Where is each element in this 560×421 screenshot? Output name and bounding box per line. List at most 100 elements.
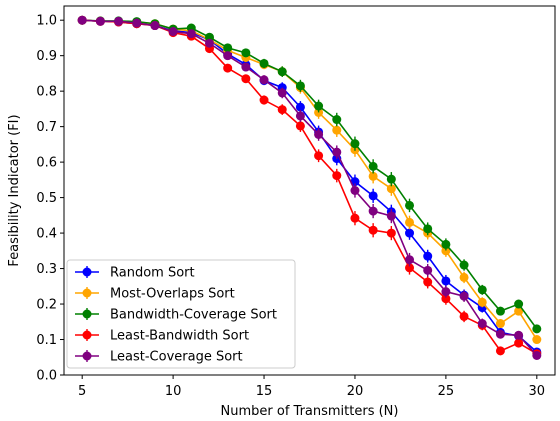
y-tick-label: 0.5 [36, 191, 57, 206]
data-point [532, 324, 542, 334]
data-point [368, 191, 378, 201]
data-point [459, 260, 469, 270]
data-point [168, 27, 178, 37]
data-point [77, 15, 87, 25]
data-point [405, 217, 415, 227]
x-tick-label: 30 [529, 384, 546, 399]
x-tick-label: 15 [256, 384, 273, 399]
data-point [368, 161, 378, 171]
data-point [423, 224, 433, 234]
legend-box [66, 259, 296, 369]
data-point [477, 319, 487, 329]
data-point [514, 338, 524, 348]
legend-item: Bandwidth-Coverage Sort [75, 308, 277, 323]
data-point [368, 206, 378, 216]
legend-marker [82, 330, 92, 340]
y-tick-label: 0.8 [36, 85, 57, 100]
data-point [277, 67, 287, 77]
data-point [405, 263, 415, 273]
data-point [386, 174, 396, 184]
data-point [441, 276, 451, 286]
data-point [223, 51, 233, 61]
y-axis-label: Feasibility Indicator (FI) [7, 114, 22, 266]
data-point [95, 16, 105, 26]
data-point [368, 225, 378, 235]
data-point [350, 177, 360, 187]
x-axis-ticks: 5 10 15 20 25 30 [78, 375, 545, 399]
x-tick-label: 10 [165, 384, 182, 399]
data-point [386, 228, 396, 238]
data-point [495, 319, 505, 329]
legend-label: Least-Bandwidth Sort [110, 329, 249, 344]
data-point [514, 330, 524, 340]
data-point [314, 129, 324, 139]
data-point [241, 62, 251, 72]
legend-label: Random Sort [110, 266, 195, 281]
data-point [532, 350, 542, 360]
data-point [514, 299, 524, 309]
legend-item: Most-Overlaps Sort [75, 287, 235, 302]
data-point [332, 115, 342, 125]
data-point [277, 88, 287, 98]
legend: Random Sort Most-Overlaps Sort Bandwidth-C… [66, 259, 296, 369]
legend-marker [82, 309, 92, 319]
data-point [495, 329, 505, 339]
legend-item: Random Sort [75, 266, 195, 281]
data-point [423, 265, 433, 275]
plot-area [63, 5, 556, 376]
legend-marker [82, 288, 92, 298]
data-point [277, 105, 287, 115]
data-point [386, 211, 396, 221]
y-tick-label: 1.0 [36, 14, 57, 29]
data-point [241, 74, 251, 84]
legend-marker [82, 351, 92, 361]
data-point [441, 246, 451, 256]
data-point [350, 213, 360, 223]
data-point [132, 18, 142, 28]
data-point [223, 43, 233, 53]
data-point [386, 184, 396, 194]
data-point [114, 16, 124, 26]
data-point [295, 81, 305, 91]
legend-label: Least-Coverage Sort [110, 350, 243, 365]
y-axis-ticks: 0.0 0.1 0.2 0.3 0.4 0.5 0.6 0.7 0.8 0.9 1.0 [36, 14, 64, 384]
data-point [332, 125, 342, 135]
data-point [332, 171, 342, 181]
data-point [423, 251, 433, 261]
series-4 [77, 15, 542, 360]
axes-frame [63, 5, 556, 376]
data-point [405, 255, 415, 265]
y-tick-label: 0.2 [36, 298, 57, 313]
data-point [223, 63, 233, 73]
x-tick-label: 5 [78, 384, 86, 399]
data-point [186, 29, 196, 39]
data-point [368, 171, 378, 181]
data-point [477, 285, 487, 295]
legend-label: Bandwidth-Coverage Sort [110, 308, 277, 323]
data-point [259, 75, 269, 85]
y-tick-label: 0.9 [36, 49, 57, 64]
data-point [259, 95, 269, 105]
data-point [441, 287, 451, 297]
y-tick-label: 0.0 [36, 369, 57, 384]
y-tick-label: 0.4 [36, 227, 57, 242]
y-tick-label: 0.7 [36, 120, 57, 135]
data-point [459, 272, 469, 282]
data-point [350, 186, 360, 195]
data-point [259, 58, 269, 68]
legend-item: Least-Coverage Sort [75, 350, 243, 365]
legend-label: Most-Overlaps Sort [110, 287, 235, 302]
data-point [514, 306, 524, 316]
x-tick-label: 20 [347, 384, 364, 399]
legend-item: Least-Bandwidth Sort [75, 329, 249, 344]
data-point [441, 294, 451, 304]
data-point [532, 335, 542, 345]
data-point [150, 21, 160, 31]
data-point [477, 297, 487, 307]
data-point [459, 291, 469, 301]
data-point [459, 311, 469, 321]
data-point [350, 139, 360, 149]
data-point [495, 306, 505, 316]
data-point [314, 101, 324, 111]
